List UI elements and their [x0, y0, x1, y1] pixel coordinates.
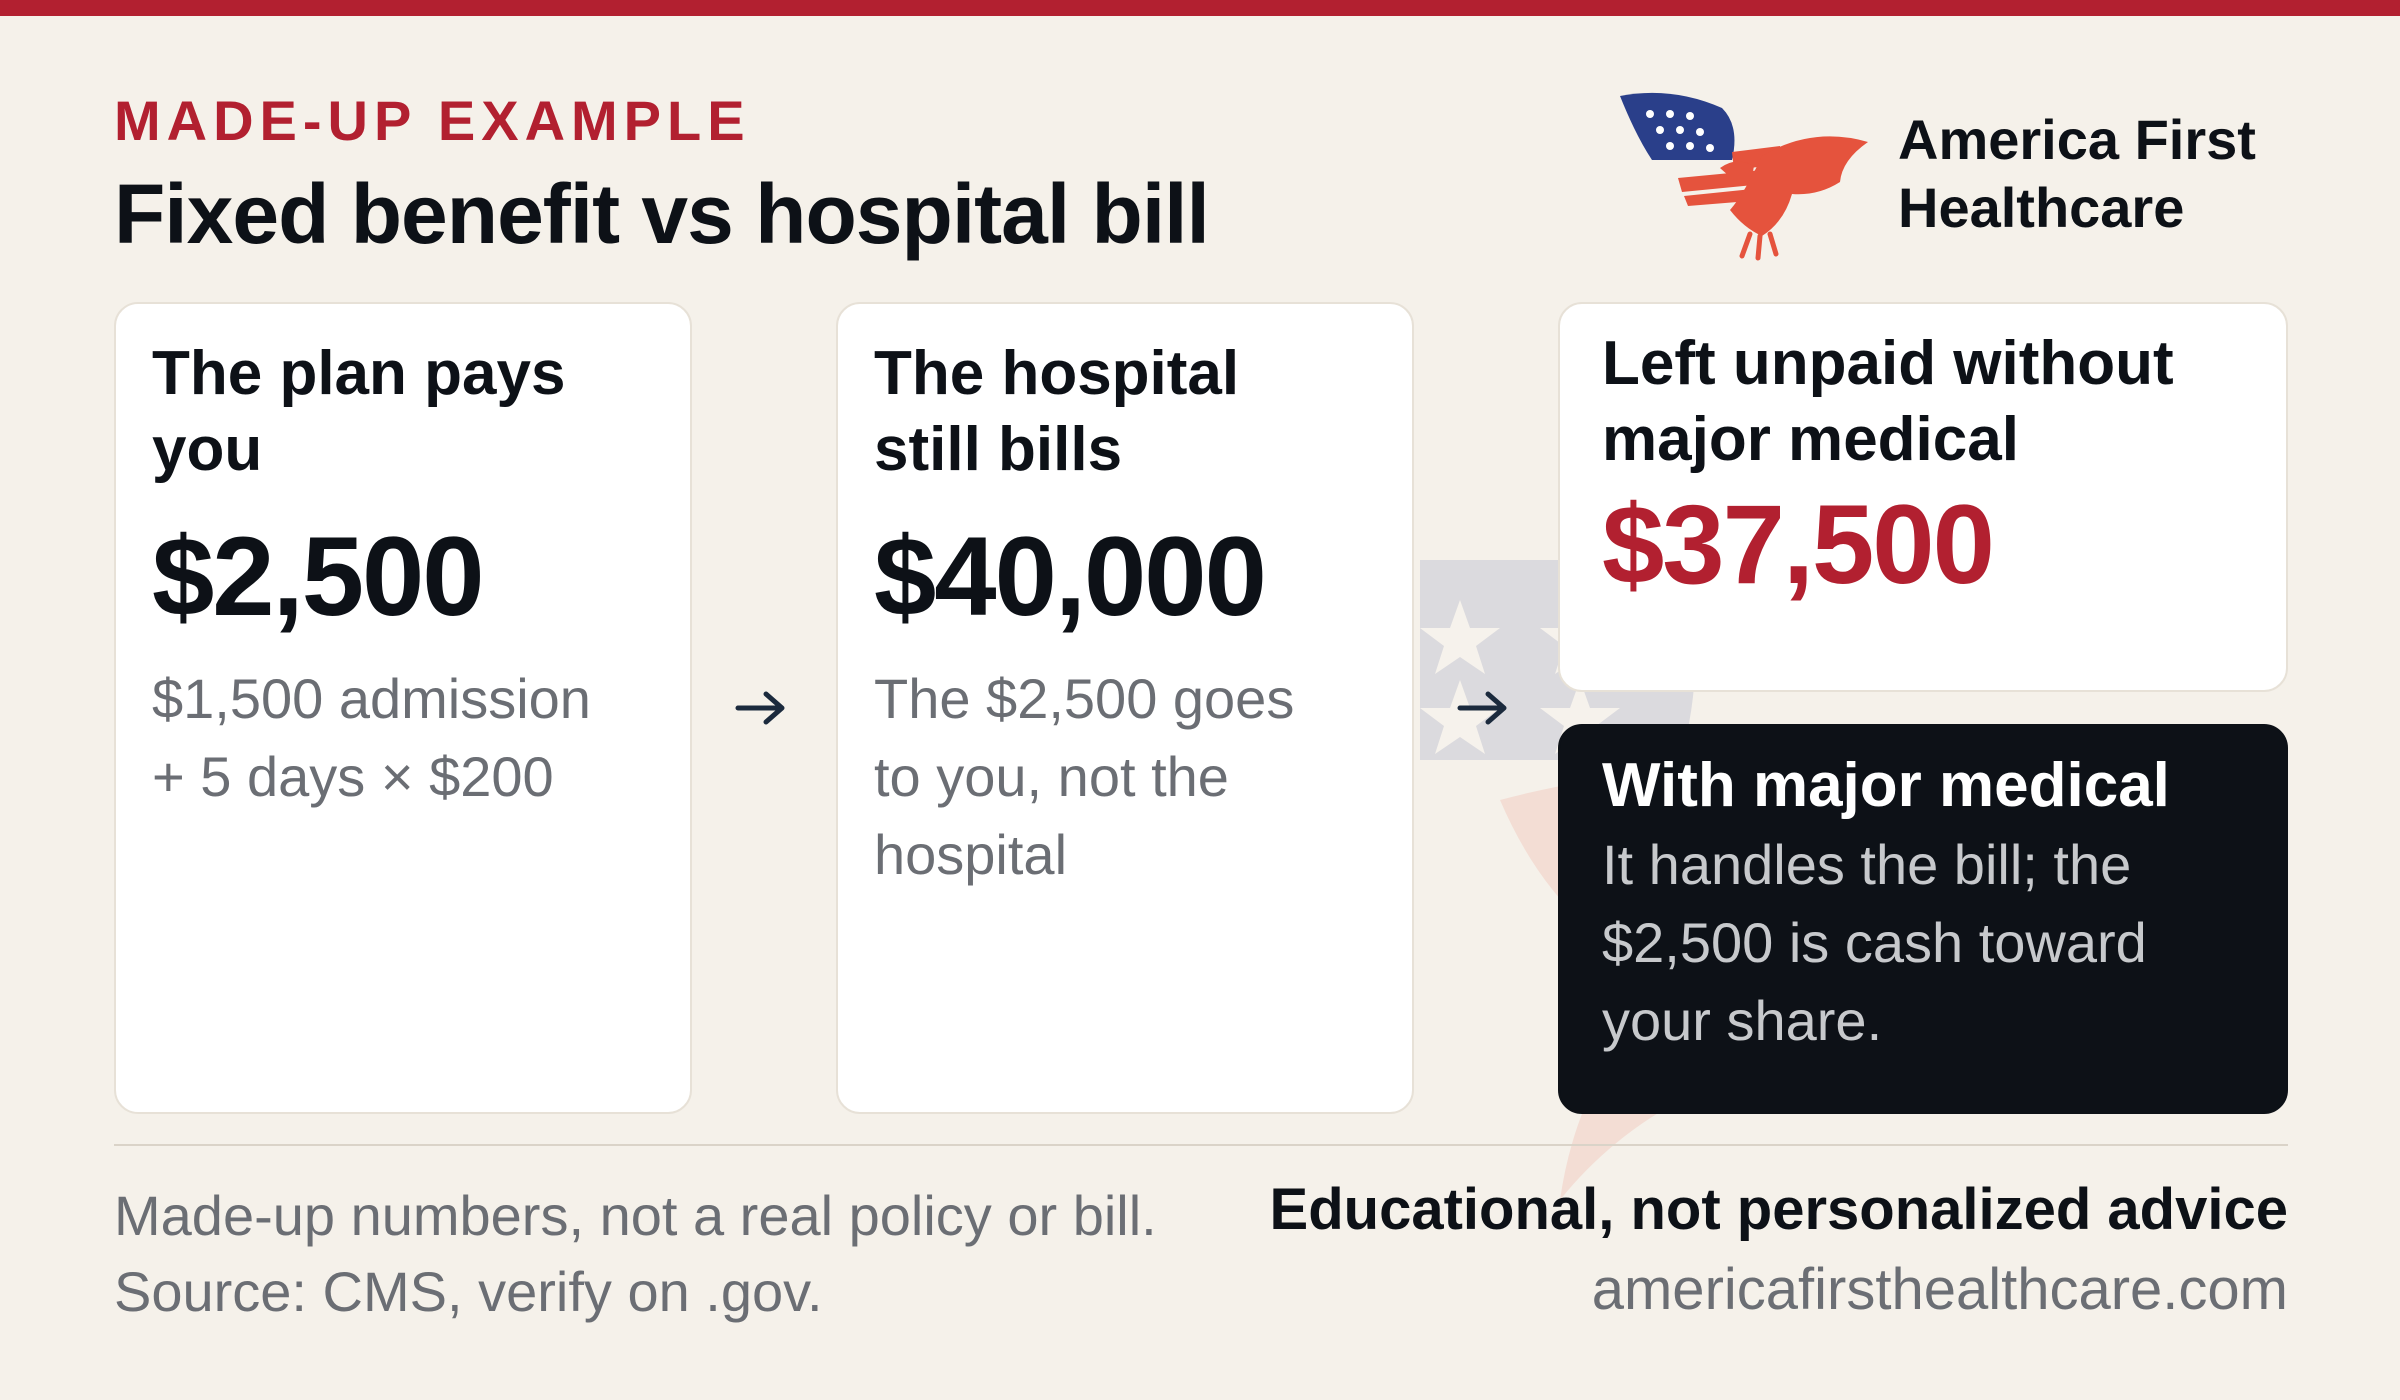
arrow-right-icon [735, 691, 785, 725]
hospital-bills-note: The $2,500 goes to you, not the hospital [874, 667, 1295, 886]
plan-pays-note: $1,500 admission + 5 days × $200 [152, 667, 591, 808]
plan-pays-amount: $2,500 [152, 514, 485, 639]
with-major-medical-card: With major medical It handles the bill; … [1558, 724, 2288, 1114]
left-unpaid-title: Left unpaid without major medical [1602, 329, 2174, 474]
eagle-flag-icon [1620, 92, 1868, 261]
advice-notice: Educational, not personalized advice [1269, 1177, 2288, 1242]
hospital-bills-card: The hospital still bills $40,000 The $2,… [836, 302, 1414, 1114]
hospital-bills-title: The hospital still bills [874, 339, 1240, 484]
arrow-right-icon [1457, 691, 1507, 725]
plan-pays-card: The plan pays you $2,500 $1,500 admissio… [114, 302, 692, 1114]
with-major-medical-note: It handles the bill; the $2,500 is cash … [1602, 833, 2147, 1052]
left-unpaid-amount: $37,500 [1602, 482, 1995, 607]
brand-name-line1: America First [1898, 108, 2256, 171]
disclaimer-line1: Made-up numbers, not a real policy or bi… [114, 1184, 1157, 1247]
brand-name: America First Healthcare [1898, 106, 2256, 242]
hospital-bills-amount: $40,000 [874, 514, 1267, 639]
top-accent-bar [0, 0, 2400, 16]
footer-right: Educational, not personalized advice ame… [1270, 1172, 2288, 1332]
brand-name-line2: Healthcare [1898, 176, 2185, 239]
disclaimer-line2: Source: CMS, verify on .gov. [114, 1260, 823, 1323]
left-unpaid-card: Left unpaid without major medical $37,50… [1558, 302, 2288, 692]
with-major-medical-title: With major medical [1602, 751, 2170, 820]
page-title: Fixed benefit vs hospital bill [114, 167, 1210, 261]
plan-pays-title: The plan pays you [152, 339, 566, 484]
website-link[interactable]: americafirsthealthcare.com [1591, 1257, 2288, 1322]
disclaimer: Made-up numbers, not a real policy or bi… [114, 1178, 1157, 1330]
example-label: MADE-UP EXAMPLE [114, 89, 751, 152]
footer-divider [114, 1144, 2288, 1146]
